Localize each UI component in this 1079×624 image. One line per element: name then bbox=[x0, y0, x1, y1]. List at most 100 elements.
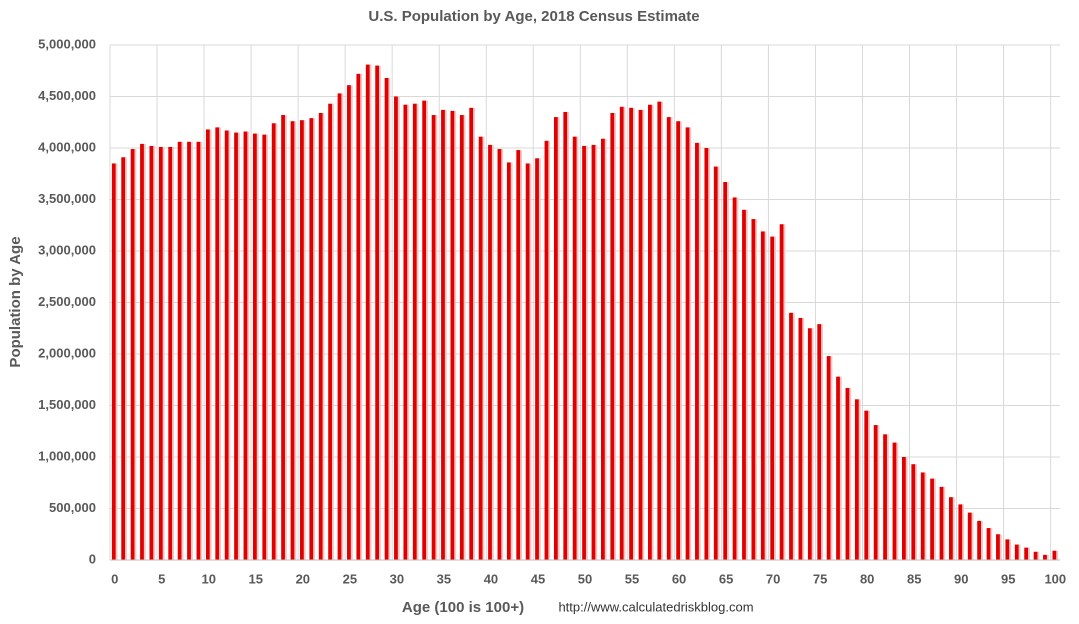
bar bbox=[760, 231, 765, 560]
bar-shadow bbox=[941, 486, 946, 560]
bar bbox=[883, 434, 887, 560]
y-tick-label: 500,000 bbox=[49, 500, 96, 515]
bar-shadow bbox=[885, 434, 889, 560]
bar bbox=[403, 104, 408, 561]
bar bbox=[205, 129, 210, 560]
bar bbox=[854, 399, 859, 560]
bar bbox=[506, 162, 511, 561]
bar bbox=[441, 109, 445, 560]
bar-shadow bbox=[838, 376, 842, 560]
y-tick-label: 4,000,000 bbox=[38, 139, 96, 154]
bar bbox=[516, 150, 521, 560]
bar-shadow bbox=[490, 144, 494, 560]
bar-shadow bbox=[669, 117, 673, 560]
bar bbox=[657, 101, 662, 561]
bar-shadow bbox=[208, 129, 212, 560]
bar bbox=[770, 236, 775, 560]
bar bbox=[318, 112, 323, 560]
bar bbox=[121, 157, 126, 560]
bar bbox=[544, 140, 549, 561]
bar bbox=[300, 120, 304, 560]
bar-shadow bbox=[763, 231, 767, 560]
bar bbox=[158, 146, 163, 560]
y-tick-label: 3,000,000 bbox=[38, 242, 96, 257]
bar-shadow bbox=[264, 134, 269, 561]
bar-shadow bbox=[471, 107, 475, 560]
bar bbox=[1043, 554, 1047, 560]
bar-shadow bbox=[951, 497, 955, 560]
chart-title: U.S. Population by Age, 2018 Census Esti… bbox=[368, 8, 699, 25]
bar bbox=[1024, 547, 1029, 560]
bar-shadow bbox=[725, 181, 729, 561]
bar-shadow bbox=[114, 163, 118, 560]
bar-shadow bbox=[631, 107, 635, 560]
bar-shadow bbox=[650, 104, 654, 561]
bar bbox=[939, 486, 944, 560]
x-tick-label: 55 bbox=[625, 571, 639, 586]
bar-shadow bbox=[528, 163, 532, 560]
bar bbox=[140, 143, 144, 560]
bar bbox=[798, 317, 803, 560]
bar-shadow bbox=[744, 209, 748, 561]
bar-shadow bbox=[753, 219, 758, 560]
bar-shadow bbox=[292, 121, 297, 560]
bar-shadow bbox=[358, 73, 363, 560]
bar-shadow bbox=[1036, 551, 1040, 560]
bar bbox=[713, 166, 718, 561]
bar bbox=[600, 138, 605, 561]
bar-shadow bbox=[979, 520, 983, 560]
bar-shadow bbox=[321, 112, 325, 560]
bar bbox=[394, 96, 398, 560]
bar-shadow bbox=[659, 101, 664, 561]
bar-shadow bbox=[396, 96, 400, 560]
bar bbox=[723, 181, 728, 561]
bar-shadow bbox=[227, 130, 231, 561]
bar-shadow bbox=[810, 328, 814, 560]
bar bbox=[572, 136, 577, 561]
bar bbox=[826, 356, 831, 560]
bar bbox=[676, 121, 680, 560]
bar-shadow bbox=[349, 85, 353, 561]
bar-shadow bbox=[584, 145, 588, 560]
bar bbox=[328, 103, 332, 561]
bar bbox=[187, 141, 191, 560]
bar-shadow bbox=[133, 149, 137, 560]
bar bbox=[234, 132, 238, 561]
bar-shadow bbox=[782, 224, 786, 560]
x-tick-label: 10 bbox=[202, 571, 216, 586]
bar-shadow bbox=[565, 111, 570, 560]
bar bbox=[986, 528, 991, 560]
bar-shadow bbox=[339, 93, 344, 560]
bar-shadow bbox=[829, 356, 833, 560]
bar bbox=[365, 64, 370, 560]
y-tick-label: 2,000,000 bbox=[38, 345, 96, 360]
bar bbox=[384, 77, 389, 561]
bar bbox=[271, 123, 276, 560]
bar bbox=[535, 158, 539, 561]
bar bbox=[337, 93, 342, 560]
bar-shadow bbox=[236, 132, 240, 561]
bar-shadow bbox=[678, 121, 682, 560]
bar bbox=[901, 457, 906, 560]
bar-shadow bbox=[847, 387, 852, 560]
bar bbox=[459, 115, 464, 560]
bar-shadow bbox=[518, 150, 522, 560]
bar-shadow bbox=[791, 312, 795, 560]
bar-shadow bbox=[556, 117, 560, 560]
bar bbox=[695, 142, 699, 560]
bar bbox=[845, 387, 850, 560]
bar-shadow bbox=[1045, 554, 1049, 560]
bar-shadow bbox=[1054, 550, 1059, 560]
bar-shadow bbox=[311, 118, 316, 560]
x-tick-label: 85 bbox=[907, 571, 921, 586]
bar bbox=[347, 85, 351, 561]
bar-shadow bbox=[151, 145, 156, 560]
bar-shadow bbox=[180, 141, 184, 560]
bar-shadow bbox=[189, 141, 193, 560]
bar bbox=[215, 127, 220, 561]
source: http://www.calculatedriskblog.com bbox=[558, 599, 753, 614]
bar-shadow bbox=[612, 112, 617, 560]
bar-shadow bbox=[932, 478, 936, 560]
